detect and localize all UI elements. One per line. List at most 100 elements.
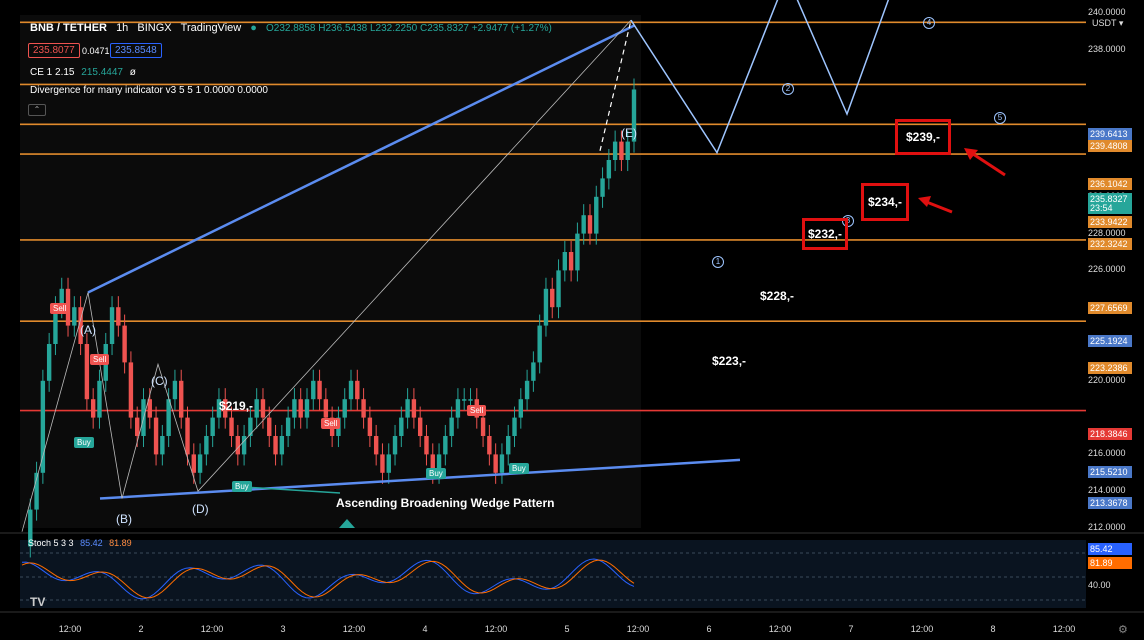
buy-price-box[interactable]: 235.8548: [110, 43, 162, 58]
candle-body: [449, 417, 454, 436]
candle-body: [487, 436, 492, 455]
price-tick-label: 214.0000: [1088, 485, 1126, 496]
wave-label-d: (D): [192, 502, 209, 516]
candle-body: [72, 307, 77, 326]
candle-body: [109, 307, 115, 344]
chart-header: BNB / TETHER 1h BINGX TradingView ● O232…: [30, 22, 552, 34]
time-tick-label: 12:00: [1052, 624, 1076, 634]
candle-body: [606, 160, 612, 179]
candle-body: [323, 399, 329, 418]
candle-body: [147, 399, 152, 418]
candle-body: [160, 436, 165, 455]
candle-body: [468, 399, 473, 401]
sell-signal: Sell: [50, 303, 70, 314]
candle-body: [524, 380, 530, 400]
candle-body: [587, 215, 593, 234]
candle-body: [550, 288, 555, 308]
price-tag: 239.4808: [1088, 140, 1132, 152]
status-dot-icon: ●: [250, 22, 257, 34]
wave-label-a: (A): [80, 323, 96, 337]
annotation-228: $228,-: [760, 289, 795, 303]
price-tag: 233.9422: [1088, 216, 1132, 228]
candle-body: [581, 215, 586, 234]
candle-body: [40, 380, 46, 473]
candle-body: [241, 436, 247, 455]
arrow-head-icon: [964, 148, 978, 160]
candle-body: [78, 307, 83, 344]
ce-value: 215.4447: [81, 67, 123, 78]
projection-label-1: 1: [712, 256, 724, 268]
wedge-lower-line: [99, 458, 741, 500]
candle-body: [367, 417, 373, 436]
candle-body: [631, 89, 637, 142]
buy-signal: Buy: [74, 437, 94, 448]
stoch-k-tag: 85.42: [1088, 543, 1132, 555]
candle-body: [298, 399, 303, 418]
price-tag: 213.3678: [1088, 497, 1132, 509]
time-tick-label: 12:00: [342, 624, 366, 634]
candle-body: [166, 399, 171, 436]
candle-body: [273, 436, 278, 455]
wave-abcde-line: [21, 19, 632, 532]
candle-body: [619, 141, 624, 160]
annotation-223: $223,-: [712, 354, 747, 368]
candle-body: [59, 288, 64, 308]
candle-body: [430, 454, 435, 473]
candle-body: [594, 196, 599, 234]
price-tag: 232.3242: [1088, 238, 1132, 250]
candle-body: [625, 141, 630, 160]
platform: TradingView: [180, 22, 242, 34]
sell-signal: Sell: [90, 354, 110, 365]
sell-price-box[interactable]: 235.8077: [28, 43, 80, 58]
candle-body: [568, 252, 574, 271]
collapse-icon[interactable]: ⌃: [28, 104, 46, 116]
dashed-wave-line: [599, 20, 632, 151]
price-tag: 218.3846: [1088, 428, 1132, 440]
candle-body: [361, 399, 366, 418]
candle-body: [134, 417, 140, 436]
price-tag: 215.5210: [1088, 466, 1132, 478]
time-tick-label: 12:00: [626, 624, 650, 634]
time-tick-label: 12:00: [200, 624, 224, 634]
price-tag: 227.6569: [1088, 302, 1132, 314]
candle-body: [248, 417, 253, 436]
stoch-d-line: [21, 559, 635, 599]
stoch-header[interactable]: Stoch 5 3 3 85.42 81.89: [28, 538, 132, 548]
settings-gear-icon[interactable]: ⚙: [1118, 624, 1128, 636]
candle-body: [216, 399, 222, 418]
candle-body: [443, 436, 448, 455]
time-tick-label: 7: [848, 624, 854, 634]
time-tick-label: 12:00: [484, 624, 508, 634]
sell-signal: Sell: [467, 405, 487, 416]
projection-label-4: 4: [923, 17, 935, 29]
projection-label-2: 2: [782, 83, 794, 95]
candle-body: [518, 399, 524, 418]
time-tick-label: 3: [280, 624, 286, 634]
symbol[interactable]: BNB / TETHER: [30, 22, 107, 34]
wave-label-c: (C): [151, 374, 168, 388]
candle-body: [223, 399, 228, 418]
wave-projection-line: [630, 0, 890, 155]
price-tag: 239.6413: [1088, 128, 1132, 140]
time-tick-label: 8: [990, 624, 996, 634]
candle-body: [562, 252, 568, 271]
candle-body: [373, 436, 379, 455]
interval[interactable]: 1h: [116, 22, 129, 34]
price-tag: 223.2386: [1088, 362, 1132, 374]
candle-body: [537, 325, 542, 363]
candle-body: [392, 436, 398, 455]
candle-body: [153, 417, 159, 455]
candle-body: [254, 399, 259, 418]
currency-label[interactable]: USDT ▾: [1092, 18, 1124, 28]
projection-label-5: 5: [994, 112, 1006, 124]
target-box-232: $232,-: [802, 218, 848, 250]
divergence-indicator[interactable]: Divergence for many indicator v3 5 5 1 0…: [30, 85, 268, 96]
ce-indicator[interactable]: CE 1 2.15 215.4447 ø: [30, 67, 136, 78]
candle-body: [380, 454, 385, 473]
candle-body: [122, 325, 127, 363]
candle-body: [179, 380, 184, 418]
candle-body: [355, 380, 360, 400]
price-tick-label: 212.0000: [1088, 522, 1126, 532]
target-box-234: $234,-: [861, 183, 909, 221]
